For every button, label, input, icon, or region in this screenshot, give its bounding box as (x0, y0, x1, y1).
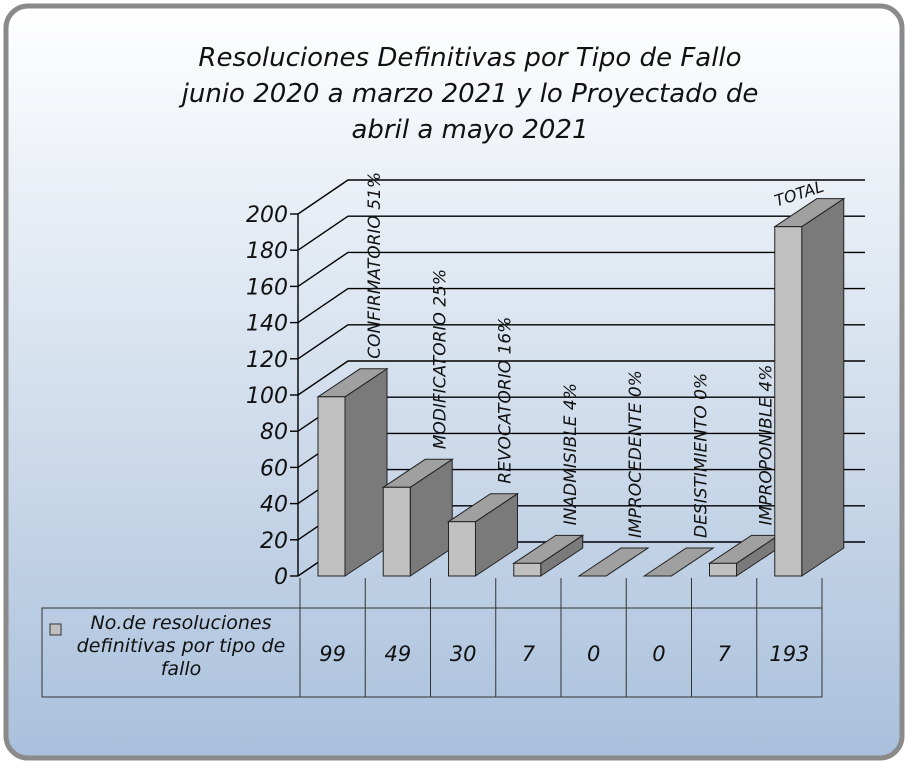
bar (642, 547, 715, 577)
y-tick-label: 100 (246, 384, 288, 409)
category-label: MODIFICATORIO 25% (430, 269, 450, 449)
category-label: REVOCATORIO 16% (496, 317, 516, 484)
bar-front (448, 521, 476, 577)
grid-line (297, 251, 865, 287)
chart-title: junio 2020 a marzo 2021 y lo Proyectado … (179, 79, 759, 109)
category-label: INADMISIBLE 4% (561, 383, 581, 525)
grid-line (297, 287, 865, 324)
bar-side (801, 197, 845, 577)
table-value: 0 (587, 642, 600, 666)
chart-title: Resoluciones Definitivas por Tipo de Fal… (198, 43, 741, 73)
bar-top (642, 547, 715, 577)
chart-title: abril a mayo 2021 (351, 115, 588, 145)
grid-line (297, 179, 865, 215)
legend-label: No.de resoluciones definitivas por tipo … (76, 612, 286, 680)
grid-line (297, 215, 865, 251)
category-label: IMPROPONIBLE 4% (757, 365, 777, 526)
bar (577, 547, 650, 577)
legend-label-box: No.de resoluciones definitivas por tipo … (76, 612, 286, 680)
bar-front (709, 562, 737, 577)
legend-swatch (49, 623, 62, 636)
bar (446, 492, 520, 577)
category-label: CONFIRMATORIO 51% (365, 172, 385, 359)
y-tick-label: 180 (246, 239, 288, 264)
bar (512, 534, 585, 577)
bar-front (317, 396, 346, 577)
y-tick-label: 40 (260, 493, 288, 518)
category-label: IMPROCEDENTE 0% (626, 370, 646, 538)
grid-line (297, 360, 865, 396)
y-tick-label: 160 (246, 275, 288, 300)
y-tick-label: 0 (274, 565, 288, 590)
table-value: 193 (769, 642, 809, 666)
table-value: 30 (450, 642, 477, 666)
bar-side (344, 367, 388, 577)
table-value: 7 (717, 642, 731, 666)
bar (381, 458, 454, 577)
y-tick-label: 140 (246, 312, 288, 337)
bar-front (382, 486, 411, 577)
table-value: 0 (652, 642, 665, 666)
bar-front (774, 226, 803, 577)
y-tick-label: 20 (260, 529, 288, 554)
y-tick-label: 200 (246, 203, 288, 228)
bar (773, 197, 846, 577)
category-label: DESISTIMIENTO 0% (691, 373, 711, 538)
table-value: 7 (522, 642, 536, 666)
grid-line (297, 324, 865, 360)
bar-front (513, 562, 542, 577)
y-tick-label: 60 (260, 456, 288, 481)
table-value: 49 (385, 642, 412, 666)
data-table: No.de resoluciones definitivas por tipo … (41, 578, 823, 698)
y-tick-label: 120 (246, 348, 288, 373)
bar (316, 367, 389, 577)
bar-top (577, 547, 650, 577)
table-value: 99 (319, 642, 346, 666)
y-tick-label: 80 (260, 420, 288, 445)
